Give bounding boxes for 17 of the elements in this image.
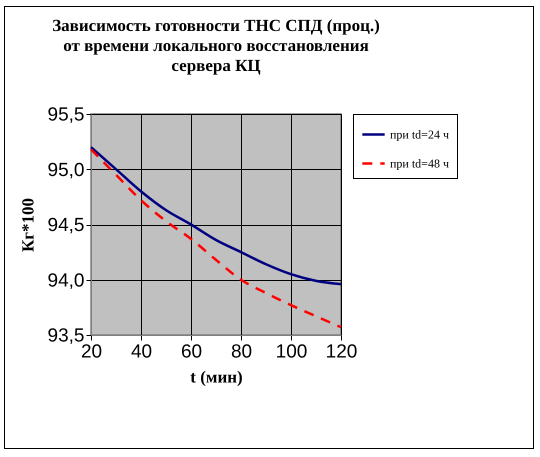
x-axis-title: t (мин)	[190, 368, 243, 386]
x-tick-label: 100	[276, 342, 308, 362]
legend-label: при td=24 ч	[390, 128, 449, 142]
x-tick-label: 20	[80, 342, 102, 362]
y-tick-label: 95,5	[48, 104, 84, 126]
line-series	[90, 148, 342, 329]
x-tick-label: 80	[230, 342, 252, 362]
line-series	[90, 146, 342, 286]
y-tick-label: 94,0	[48, 270, 84, 292]
x-tick-label: 40	[130, 342, 152, 362]
y-tick-label: 94,5	[48, 215, 84, 236]
legend-label: при td=48 ч	[390, 156, 449, 170]
y-tick-label: 95,0	[48, 160, 84, 181]
x-tick-label: 120	[326, 342, 358, 362]
y-axis-title: Кг*100	[18, 198, 38, 252]
x-tick-label: 60	[180, 342, 202, 362]
chart-title: Зависимость готовности ТНС СПД (проц.) от времени локального восстановления сервера КЦ	[52, 16, 380, 75]
